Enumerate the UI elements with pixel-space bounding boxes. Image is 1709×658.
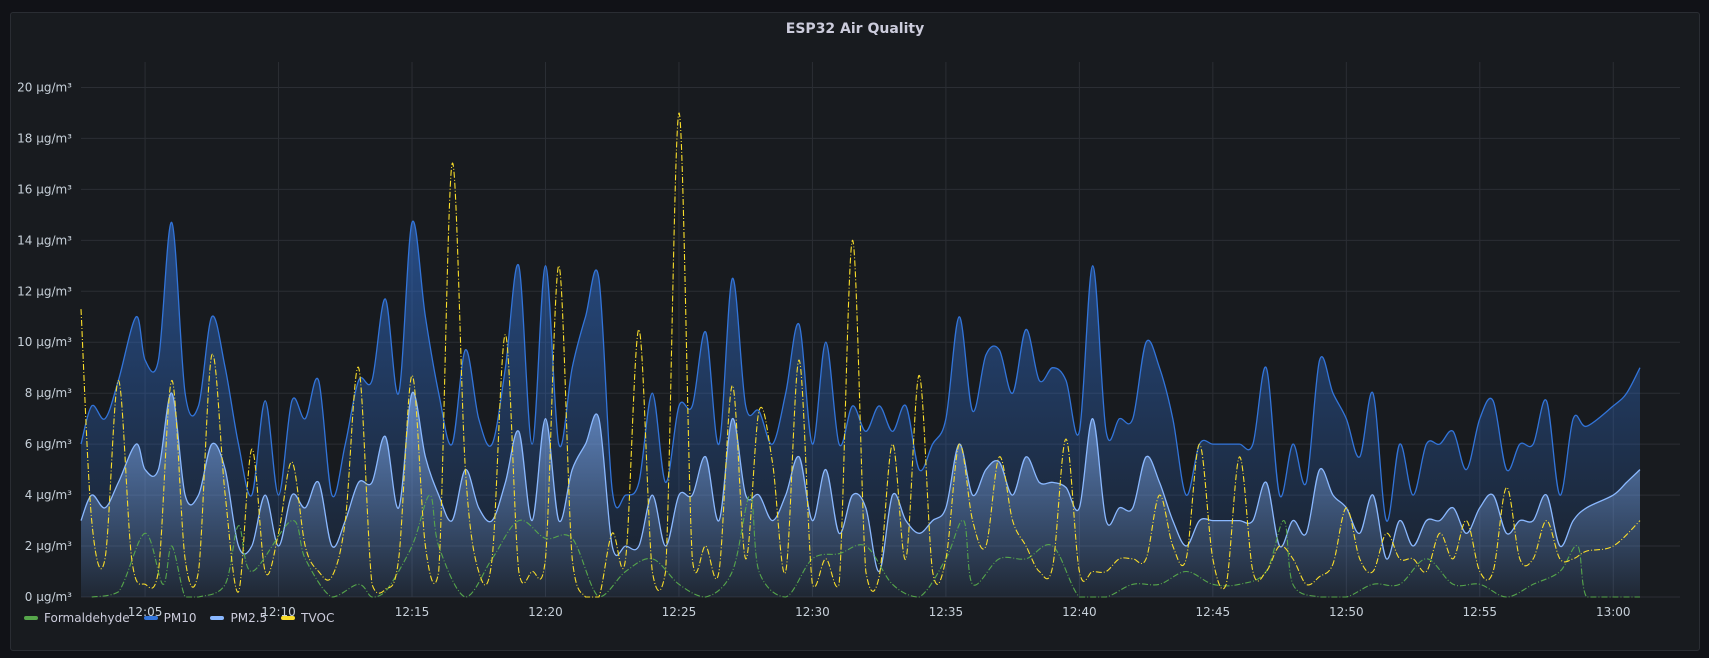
y-tick-label: 4 µg/m³ [25,488,72,502]
legend-item[interactable]: TVOC [281,611,334,625]
x-tick-label: 12:10 [261,605,296,619]
legend-label: Formaldehyde [44,611,130,625]
series-line-pm25[interactable] [80,391,1641,573]
legend-item[interactable]: Formaldehyde [24,611,130,625]
y-tick-label: 14 µg/m³ [17,233,72,247]
x-tick-label: 13:00 [1596,605,1631,619]
legend-swatch [281,616,296,620]
y-tick-label: 2 µg/m³ [25,539,72,553]
y-tick-label: 10 µg/m³ [17,335,72,349]
series-area-pm25 [81,392,1640,597]
series-line-pm10[interactable] [80,220,1641,522]
y-tick-label: 20 µg/m³ [17,80,72,94]
y-axis: 0 µg/m³ 2 µg/m³ 4 µg/m³ 6 µg/m³ 8 µg/m³ 10 µg… [17,80,72,604]
x-axis: 12:05 12:10 12:15 12:20 12:25 12:30 12:35 12:40… [128,605,1631,619]
panel-title[interactable]: ESP32 Air Quality [785,21,925,37]
legend-swatch [24,616,38,620]
y-tick-label: 18 µg/m³ [17,131,72,145]
series-line-formaldehyde[interactable] [91,494,1640,598]
x-tick-label: 12:40 [1062,605,1097,619]
y-tick-label: 8 µg/m³ [25,386,72,400]
y-tick-label: 6 µg/m³ [25,437,72,451]
x-tick-label: 12:20 [528,605,563,619]
x-tick-label: 12:35 [929,605,964,619]
legend-swatch [143,616,158,620]
series-layer [80,112,1641,598]
legend-label: PM10 [163,611,197,625]
x-tick-label: 12:15 [395,605,430,619]
y-tick-label: 0 µg/m³ [25,590,72,604]
x-tick-label: 12:45 [1196,605,1231,619]
x-tick-label: 12:50 [1329,605,1364,619]
legend-item[interactable]: PM2.5 [210,611,267,625]
x-tick-label: 12:25 [662,605,697,619]
x-tick-label: 12:05 [128,605,163,619]
y-tick-label: 12 µg/m³ [17,284,72,298]
legend-item[interactable]: PM10 [143,611,197,625]
x-tick-label: 12:30 [795,605,830,619]
x-tick-label: 12:55 [1462,605,1497,619]
legend-label: PM2.5 [230,611,268,625]
legend-swatch [210,616,225,620]
legend-label: TVOC [301,611,335,625]
legend: Formaldehyde PM10 PM2.5 TVOC [24,611,334,625]
y-tick-label: 16 µg/m³ [17,182,72,196]
